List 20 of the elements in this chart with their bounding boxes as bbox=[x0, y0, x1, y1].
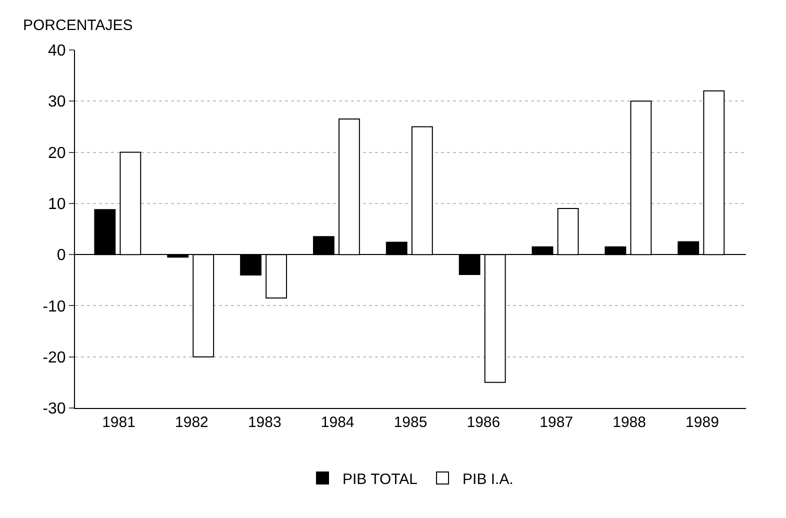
y-tick-label: 30 bbox=[48, 94, 66, 111]
x-tick-label: 1982 bbox=[175, 414, 208, 431]
y-tick-label: 10 bbox=[48, 196, 66, 214]
y-tick-label: -10 bbox=[42, 298, 66, 316]
x-tick-label: 1987 bbox=[540, 414, 574, 431]
x-tick-label: 1989 bbox=[686, 414, 719, 431]
x-tick-label: 1985 bbox=[394, 414, 428, 431]
y-tick-label: 20 bbox=[48, 144, 66, 162]
x-tick-label: 1981 bbox=[102, 414, 136, 431]
legend-label: PIB TOTAL bbox=[342, 470, 418, 488]
legend-label: PIB I.A. bbox=[462, 470, 514, 488]
x-tick-label: 1984 bbox=[320, 414, 354, 431]
y-tick-label: 40 bbox=[48, 42, 66, 60]
y-axis-title: PORCENTAJES bbox=[23, 17, 133, 34]
y-tick-label: -30 bbox=[42, 400, 66, 418]
x-tick-label: 1988 bbox=[612, 414, 646, 431]
x-tick-label: 1983 bbox=[248, 414, 282, 431]
y-tick-label: 0 bbox=[56, 247, 66, 264]
y-tick-label: -20 bbox=[42, 349, 66, 366]
x-tick-label: 1986 bbox=[466, 414, 500, 431]
